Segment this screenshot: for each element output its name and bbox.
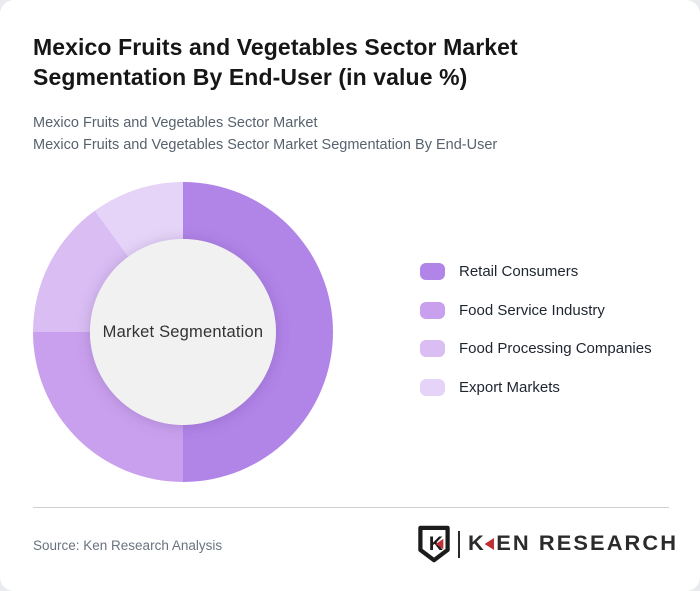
donut-chart: Market Segmentation — [33, 182, 333, 482]
legend-label-export-markets: Export Markets — [459, 378, 560, 396]
donut-slice-retail-consumers — [183, 182, 333, 482]
subtitle-line2: Mexico Fruits and Vegetables Sector Mark… — [33, 137, 498, 153]
legend-label-retail-consumers: Retail Consumers — [459, 263, 579, 280]
shield-k-icon: K — [418, 525, 450, 563]
legend-label-food-processing-companies: Food Processing Companies — [459, 340, 652, 357]
legend-label-food-service-industry: Food Service Industry — [459, 301, 605, 319]
logo-divider — [457, 530, 460, 558]
logo-wordmark-k: K — [467, 532, 486, 555]
source-text: Source: Ken Research Analysis — [33, 538, 223, 553]
legend-item-retail-consumers: Retail Consumers — [420, 263, 652, 280]
logo-wordmark: K EN RESEARCH — [468, 532, 678, 556]
legend-swatch-food-service-industry — [420, 301, 445, 319]
footer-divider — [33, 507, 669, 508]
legend-item-export-markets: Export Markets — [420, 378, 652, 396]
page-title: Mexico Fruits and Vegetables Sector Mark… — [33, 32, 593, 92]
legend-item-food-service-industry: Food Service Industry — [420, 301, 652, 319]
page-subtitle: Mexico Fruits and Vegetables Sector Mark… — [33, 112, 633, 156]
subtitle-line1: Mexico Fruits and Vegetables Sector Mark… — [33, 115, 318, 131]
legend-swatch-food-processing-companies — [420, 340, 445, 357]
donut-chart-svg — [33, 182, 333, 482]
donut-inner-circle — [90, 239, 276, 425]
legend-item-food-processing-companies: Food Processing Companies — [420, 340, 652, 357]
legend-swatch-export-markets — [420, 378, 445, 396]
ken-research-logo: K K EN RESEARCH — [417, 525, 676, 563]
donut-slice-food-service-industry — [33, 332, 183, 482]
legend-swatch-retail-consumers — [420, 263, 445, 280]
donut-slice-food-processing-companies — [33, 210, 129, 332]
red-arrow-icon — [484, 538, 495, 550]
page-title-line2: Segmentation By End-User (in value %) — [33, 64, 468, 90]
page-title-line1: Mexico Fruits and Vegetables Sector Mark… — [33, 34, 518, 60]
donut-slice-export-markets — [94, 182, 183, 257]
logo-wordmark-rest: EN RESEARCH — [496, 532, 679, 555]
chart-legend: Retail Consumers Food Service Industry Foo… — [420, 263, 652, 396]
